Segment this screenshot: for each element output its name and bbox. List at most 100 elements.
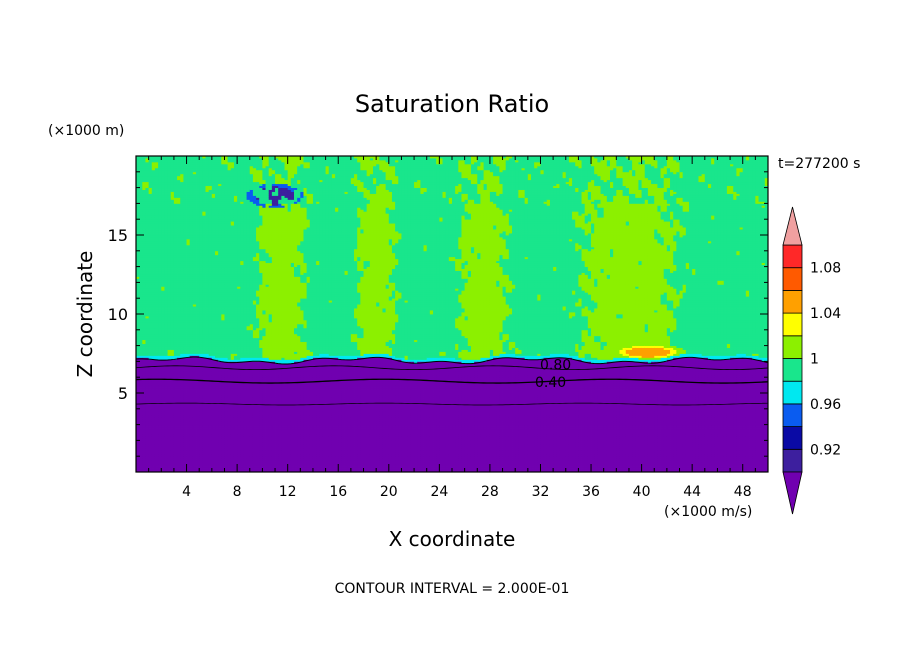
field-cell xyxy=(136,262,140,266)
field-cell xyxy=(173,201,178,204)
field-cell xyxy=(154,290,159,293)
field-cell xyxy=(151,156,156,159)
field-cell xyxy=(173,400,178,404)
field-cell xyxy=(183,400,187,404)
field-cell xyxy=(151,464,156,467)
field-cell xyxy=(183,292,187,295)
field-cell xyxy=(189,406,194,410)
field-cell xyxy=(142,462,146,465)
field-cell xyxy=(167,442,172,445)
field-cell xyxy=(186,248,191,252)
field-cell xyxy=(148,394,153,398)
field-cell xyxy=(186,238,191,242)
field-cell xyxy=(173,319,178,323)
field-cell xyxy=(154,199,159,202)
field-cell xyxy=(136,446,140,449)
field-cell xyxy=(136,335,140,339)
field-cell xyxy=(186,353,191,356)
field-cell xyxy=(186,323,191,327)
field-cell xyxy=(177,248,181,252)
field-cell xyxy=(180,227,184,230)
field-cell xyxy=(142,365,146,368)
field-cell xyxy=(186,183,191,187)
field-cell xyxy=(142,310,146,313)
field-cell xyxy=(189,181,194,185)
field-cell xyxy=(158,379,162,382)
field-cell xyxy=(136,422,140,426)
field-cell xyxy=(158,270,162,273)
field-cell xyxy=(189,442,194,445)
field-cell xyxy=(142,187,146,190)
field-cell xyxy=(158,416,162,420)
field-cell xyxy=(164,391,168,394)
field-cell xyxy=(145,280,150,283)
field-cell xyxy=(177,199,181,202)
field-cell xyxy=(173,294,178,297)
field-cell xyxy=(145,272,150,275)
field-cell xyxy=(192,302,197,305)
field-cell xyxy=(161,325,165,329)
field-cell xyxy=(158,169,162,173)
field-cell xyxy=(186,404,191,408)
field-cell xyxy=(180,304,184,307)
field-cell xyxy=(164,167,168,171)
field-cell xyxy=(136,345,140,348)
field-cell xyxy=(189,347,194,350)
field-cell xyxy=(189,335,194,339)
field-cell xyxy=(151,231,156,234)
field-cell xyxy=(148,450,153,453)
field-cell xyxy=(148,323,153,327)
field-cell xyxy=(145,246,150,250)
field-cell xyxy=(139,254,143,258)
field-cell xyxy=(186,199,191,202)
field-cell xyxy=(158,203,162,206)
field-cell xyxy=(180,314,184,317)
field-cell xyxy=(183,173,187,177)
field-cell xyxy=(142,159,146,163)
field-cell xyxy=(151,278,156,281)
field-cell xyxy=(192,414,197,418)
field-cell xyxy=(186,446,191,449)
field-cell xyxy=(161,454,165,457)
field-cell xyxy=(180,312,184,315)
field-cell xyxy=(148,286,153,289)
field-cell xyxy=(189,325,194,329)
field-cell xyxy=(136,412,140,416)
field-cell xyxy=(189,343,194,347)
field-cell xyxy=(164,369,168,372)
field-cell xyxy=(151,398,156,402)
field-cell xyxy=(196,396,200,400)
field-cell xyxy=(177,402,181,406)
field-cell xyxy=(164,270,168,273)
field-cell xyxy=(145,454,150,457)
field-cell xyxy=(180,434,184,437)
field-cell xyxy=(180,238,184,242)
field-cell xyxy=(170,436,175,439)
field-cell xyxy=(173,179,178,183)
field-cell xyxy=(183,286,187,289)
field-cell xyxy=(164,181,168,185)
field-cell xyxy=(173,215,178,218)
field-cell xyxy=(173,302,178,305)
field-cell xyxy=(161,294,165,297)
field-cell xyxy=(173,347,178,350)
field-cell xyxy=(177,464,181,467)
field-cell xyxy=(136,300,140,303)
field-cell xyxy=(139,211,143,214)
field-cell xyxy=(148,173,153,177)
field-cell xyxy=(136,327,140,331)
field-cell xyxy=(183,331,187,335)
field-cell xyxy=(189,404,194,408)
field-cell xyxy=(151,391,156,394)
field-cell xyxy=(173,444,178,447)
field-cell xyxy=(196,456,200,459)
field-cell xyxy=(139,460,143,463)
field-cell xyxy=(139,383,143,386)
field-cell xyxy=(164,264,168,268)
field-cell xyxy=(177,424,181,427)
field-cell xyxy=(192,369,197,372)
field-cell xyxy=(180,244,184,248)
field-cell xyxy=(177,321,181,325)
field-cell xyxy=(170,225,175,228)
field-cell xyxy=(170,363,175,366)
